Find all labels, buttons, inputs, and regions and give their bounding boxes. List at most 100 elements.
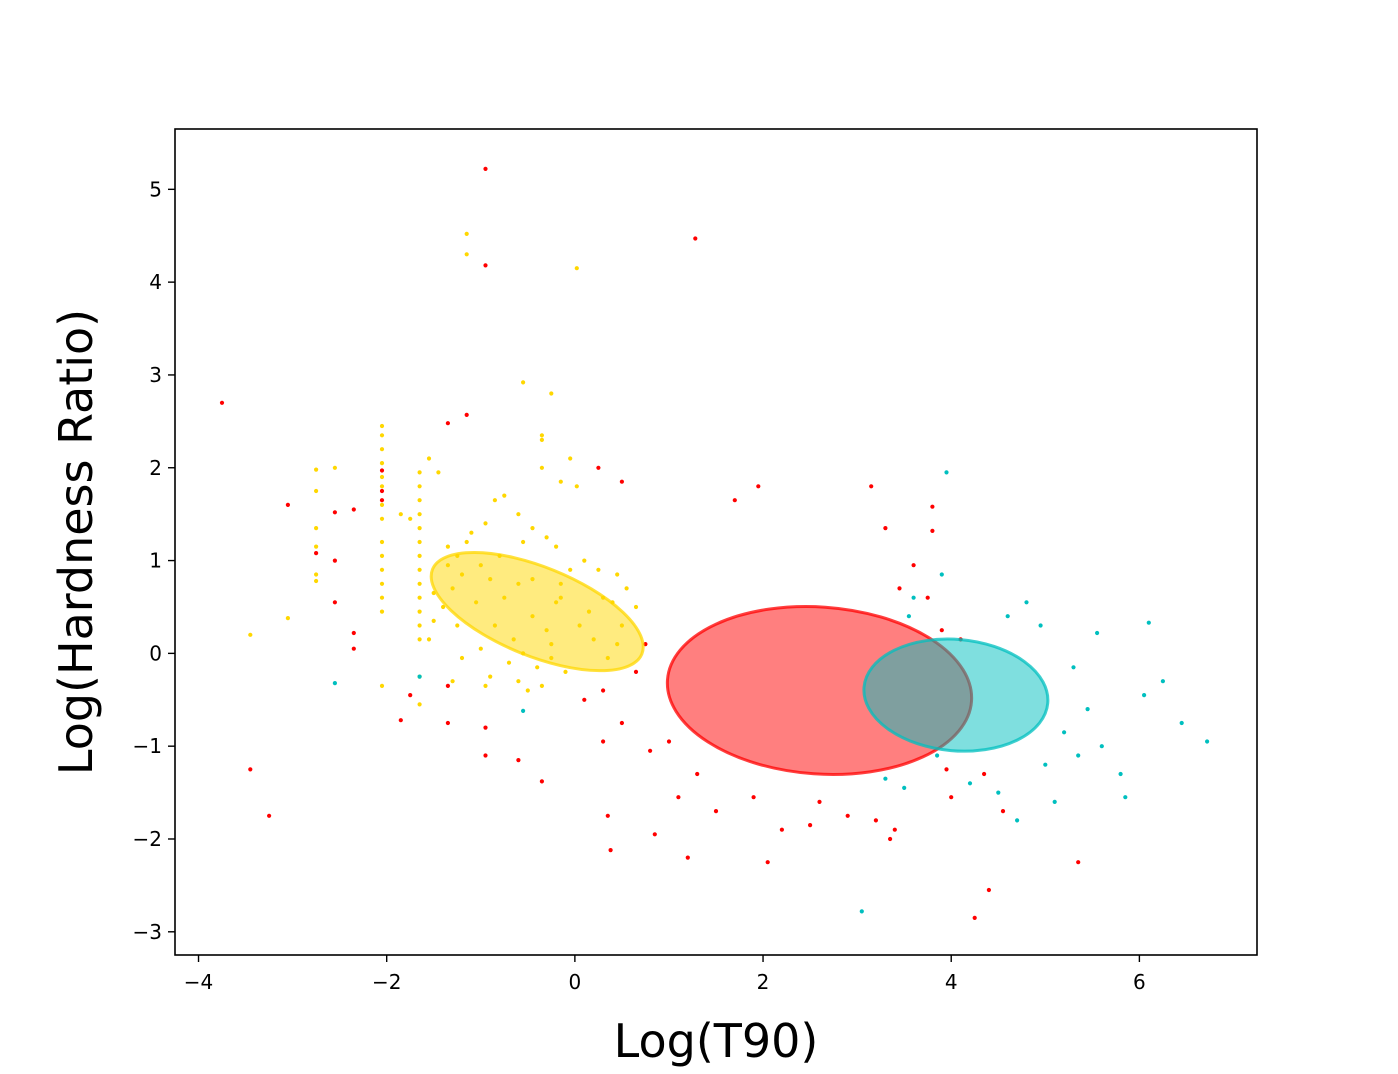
scatter-point	[417, 512, 422, 517]
scatter-point	[314, 551, 319, 556]
scatter-point	[516, 512, 521, 517]
scatter-point	[982, 771, 987, 777]
scatter-point	[488, 674, 493, 679]
scatter-point	[648, 748, 653, 753]
scatter-point	[379, 609, 385, 614]
x-axis-ticks: −4 −2 0 2 4 6	[184, 955, 1146, 994]
scatter-point	[332, 465, 337, 470]
scatter-point	[436, 470, 441, 475]
scatter-point	[1118, 771, 1123, 777]
scatter-point	[732, 498, 737, 503]
scatter-point	[314, 467, 319, 472]
scatter-point	[619, 479, 625, 484]
scatter-point	[666, 739, 672, 744]
scatter-point	[925, 595, 930, 600]
scatter-point	[1071, 665, 1076, 670]
y-axis-ticks: −3 −2 −1 0 1 2 3 4 5	[133, 177, 175, 944]
scatter-point	[1179, 720, 1184, 726]
scatter-point	[379, 474, 385, 480]
scatter-point	[379, 433, 385, 438]
scatter-point	[379, 553, 385, 559]
scatter-point	[967, 781, 973, 786]
scatter-point	[483, 166, 488, 171]
scatter-point	[408, 516, 413, 521]
scatter-point	[873, 818, 879, 823]
scatter-point	[483, 753, 488, 758]
scatter-point	[549, 391, 554, 396]
scatter-point	[379, 488, 385, 494]
scatter-point	[902, 785, 907, 791]
scatter-point	[601, 739, 606, 744]
scatter-point	[445, 683, 450, 689]
scatter-point	[219, 400, 225, 405]
scatter-point	[1160, 679, 1165, 684]
scatter-point	[285, 616, 290, 621]
scatter-point	[1024, 600, 1029, 605]
scatter-point	[1095, 630, 1100, 636]
scatter-point	[935, 753, 940, 758]
scatter-point	[314, 572, 319, 577]
scatter-point	[1015, 818, 1020, 823]
scatter-point	[267, 813, 272, 818]
scatter-point	[582, 697, 587, 702]
scatter-point	[608, 848, 613, 853]
scatter-point	[417, 609, 422, 614]
scatter-point	[478, 646, 483, 651]
scatter-point	[445, 544, 450, 549]
scatter-point	[554, 544, 559, 549]
scatter-point	[869, 484, 874, 489]
y-axis-label: Log(Hardness Ratio)	[49, 309, 103, 775]
scatter-point	[619, 720, 625, 726]
scatter-point	[516, 758, 521, 763]
scatter-point	[464, 231, 469, 236]
scatter-point	[1005, 614, 1010, 619]
scatter-point	[676, 795, 681, 800]
scatter-point	[426, 456, 432, 461]
scatter-point	[521, 380, 526, 385]
scatter-point	[539, 683, 545, 689]
scatter-point	[450, 679, 455, 684]
scatter-point	[248, 632, 253, 637]
scatter-point	[944, 470, 949, 475]
y-tick-label: 3	[149, 363, 162, 387]
scatter-point	[417, 674, 422, 679]
scatter-point	[906, 614, 912, 619]
scatter-point	[417, 595, 422, 600]
scatter-point	[506, 660, 512, 665]
scatter-point	[530, 526, 535, 531]
y-tick-label: −3	[133, 920, 162, 944]
scatter-point	[417, 498, 422, 503]
scatter-point	[539, 433, 545, 438]
scatter-point	[516, 679, 521, 684]
scatter-point	[332, 510, 337, 515]
scatter-point	[417, 581, 422, 586]
scatter-point	[502, 493, 507, 498]
ellipse-layer	[429, 551, 1050, 776]
scatter-point	[285, 502, 290, 507]
scatter-point	[1043, 762, 1048, 767]
scatter-point	[633, 604, 639, 610]
scatter-point	[314, 526, 319, 531]
axes-frame	[174, 128, 1258, 956]
scatter-point	[911, 595, 916, 600]
y-tick-label: 5	[149, 177, 162, 201]
scatter-point	[596, 567, 601, 572]
scatter-point	[615, 572, 620, 577]
scatter-point	[1099, 744, 1104, 749]
scatter-point	[539, 465, 545, 470]
scatter-point	[883, 526, 888, 531]
scatter-point	[417, 526, 422, 531]
scatter-point	[464, 412, 469, 417]
scatter-point	[445, 421, 450, 426]
scatter-point	[417, 470, 422, 475]
scatter-point	[930, 504, 935, 509]
x-tick-label: 2	[757, 970, 770, 994]
scatter-point	[939, 572, 944, 577]
scatter-point	[248, 767, 253, 772]
scatter-point	[351, 507, 356, 512]
scatter-point	[568, 567, 573, 572]
scatter-point	[332, 681, 337, 686]
y-tick-label: 1	[149, 549, 162, 573]
x-axis-label: Log(T90)	[614, 1014, 819, 1068]
